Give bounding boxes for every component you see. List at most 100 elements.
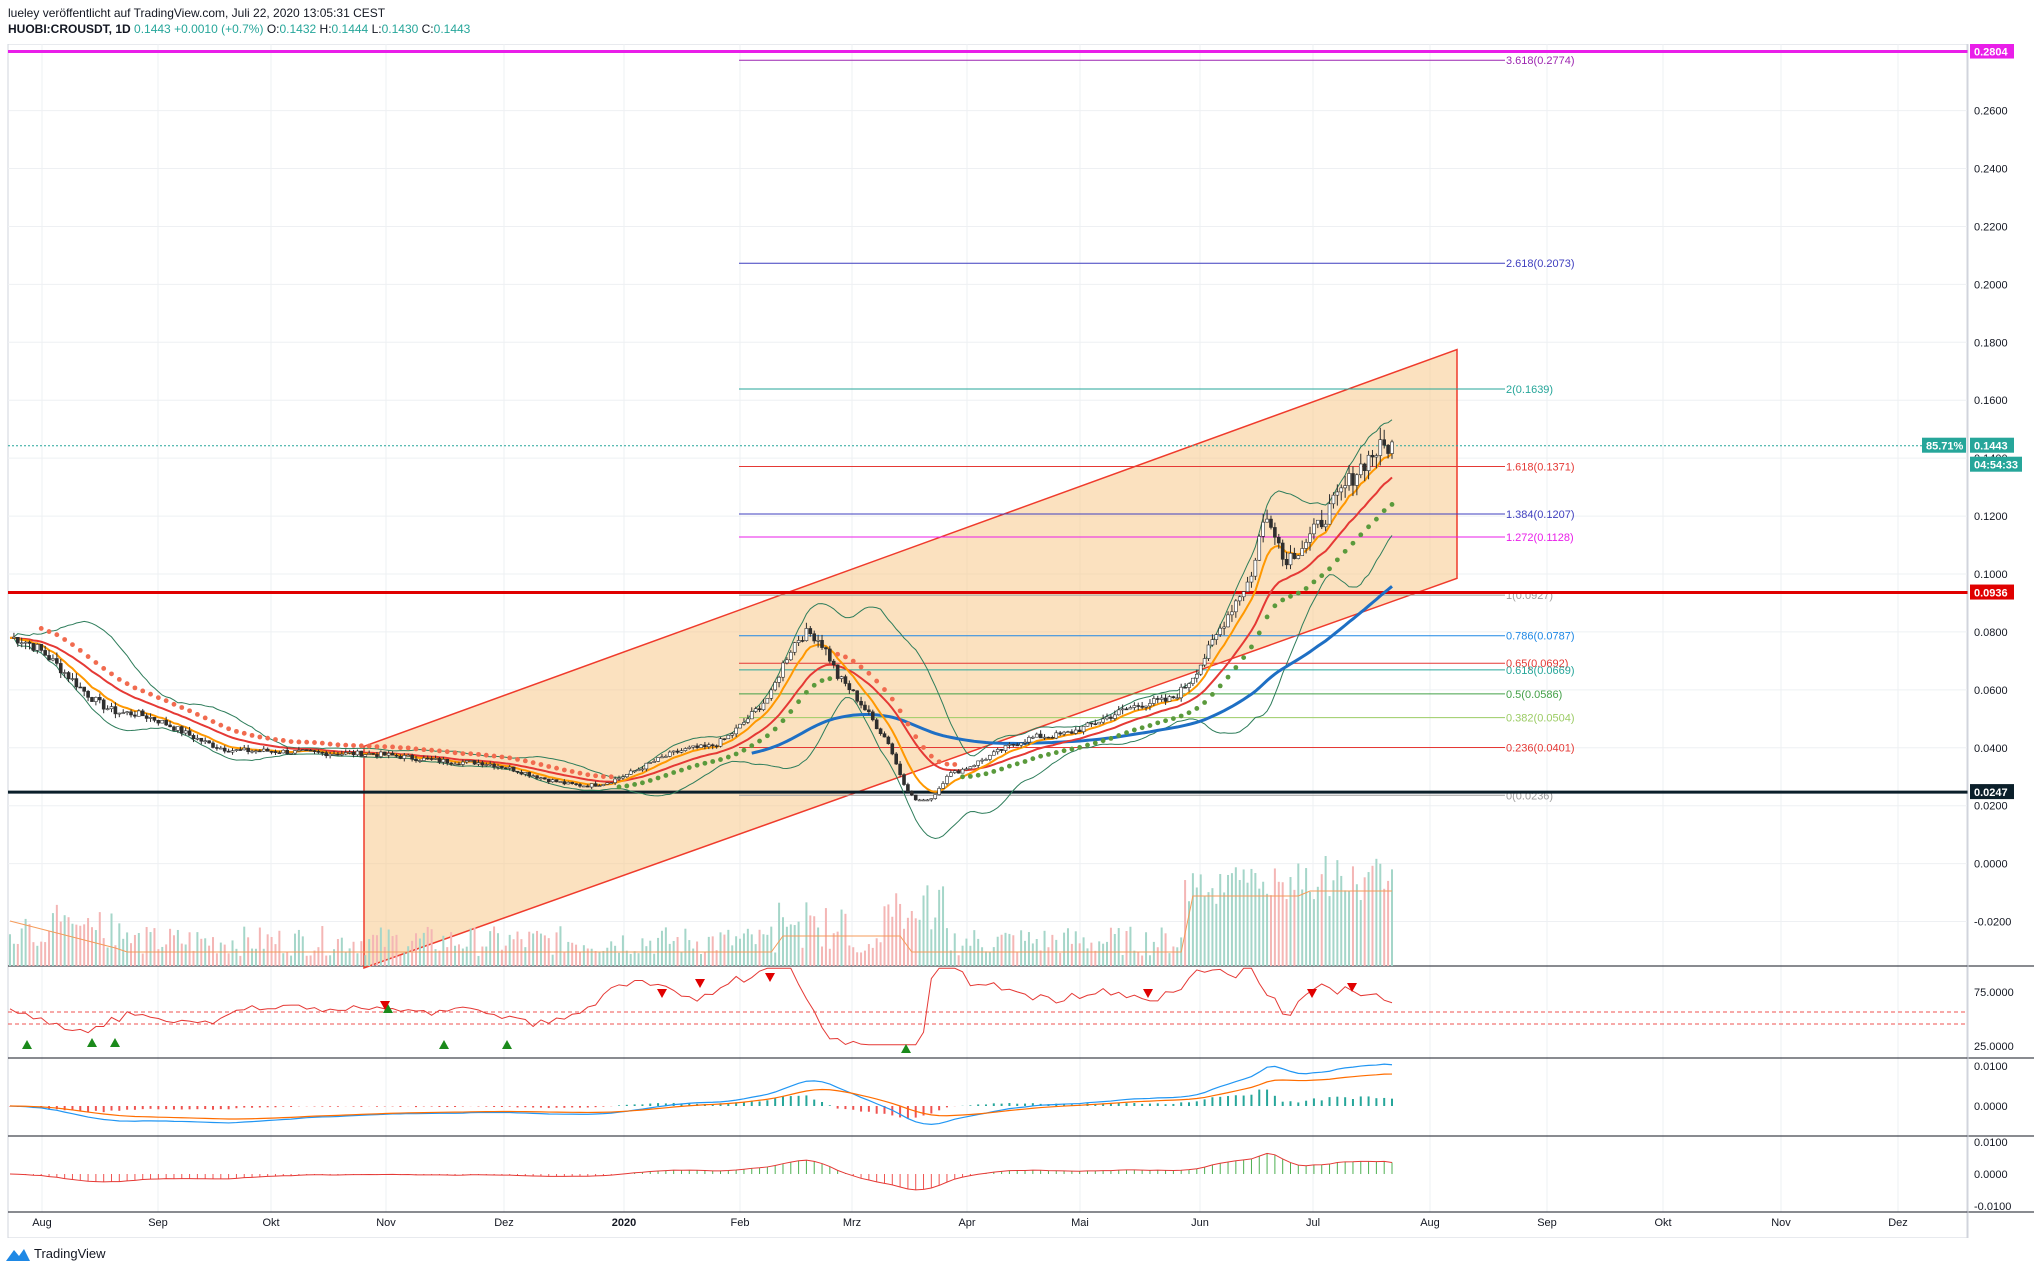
candle-body [867, 709, 871, 713]
candle-body [1230, 611, 1234, 616]
volume-bar [1109, 927, 1112, 966]
volume-bar [731, 945, 734, 966]
volume-bar [571, 942, 574, 966]
volume-bar [1227, 874, 1230, 966]
macd-histogram-bar [446, 1106, 449, 1108]
candle-body [199, 737, 204, 742]
candle-body [105, 708, 110, 711]
candle-body [394, 754, 399, 757]
current-price-badge: 0.1443 [1974, 441, 2008, 453]
volume-bar [1086, 948, 1089, 966]
percent-badge: 85.71% [1926, 441, 1964, 453]
macd-histogram-bar [578, 1106, 581, 1108]
volume-bar [1230, 873, 1233, 966]
macd-histogram-bar [1203, 1099, 1206, 1106]
volume-bar [1176, 947, 1179, 966]
candle-body [1163, 697, 1168, 702]
candle-body [956, 770, 961, 774]
volume-bar [934, 917, 937, 966]
candle-body [613, 778, 617, 784]
supertrend-dot [226, 726, 232, 732]
macd-histogram-bar [594, 1106, 597, 1108]
fib-level-label: 0.236(0.0401) [1506, 742, 1575, 754]
volume-bar [594, 951, 597, 966]
volume-bar [575, 944, 578, 966]
volume-bar [87, 918, 90, 966]
volume-bar [36, 945, 39, 966]
candle-body [261, 748, 266, 752]
volume-bar [1281, 882, 1284, 966]
supertrend-dot [1124, 730, 1129, 736]
volume-bar [1172, 946, 1175, 966]
candle-body [12, 636, 16, 639]
supertrend-dot [1077, 745, 1083, 750]
rsi-sell-marker [695, 979, 705, 988]
candle-body [991, 751, 996, 756]
volume-bar [1387, 880, 1390, 966]
rsi-sell-marker [1307, 989, 1317, 998]
candle-body [1171, 696, 1176, 699]
supertrend-dot [444, 749, 450, 755]
supertrend-dot [1186, 710, 1192, 716]
supertrend-dot [1272, 603, 1278, 609]
candle-body [831, 660, 836, 666]
macd-histogram-bar [1109, 1103, 1112, 1106]
price-chart[interactable]: 3.618(0.2774) 2.618(0.2073) 2(0.1639) 1.618… [0, 44, 2034, 1238]
supertrend-dot [116, 677, 122, 682]
supertrend-dot [1194, 706, 1200, 711]
supertrend-dot [390, 744, 395, 750]
candle-body [363, 754, 368, 757]
candle-body [988, 754, 992, 760]
candle-body [917, 799, 922, 802]
candle-body [1089, 722, 1094, 725]
macd-histogram-bar [516, 1106, 519, 1108]
candle-body [1308, 533, 1312, 543]
volume-bar [1160, 927, 1163, 966]
volume-bar [942, 886, 945, 966]
volume-bar [426, 926, 429, 966]
candle-body [1343, 485, 1347, 489]
volume-bar [996, 936, 999, 966]
symbol-name[interactable]: HUOBI:CROUSDT, 1D [8, 22, 131, 36]
volume-bar [508, 934, 511, 966]
price-change: +0.0010 (+0.7%) [174, 22, 264, 36]
candle-body [441, 759, 446, 763]
volume-bar [1254, 873, 1257, 966]
candle-body [574, 783, 578, 785]
tradingview-brand[interactable]: TradingView [6, 1246, 106, 1261]
supertrend-dot [241, 730, 247, 736]
candle-body [1167, 696, 1172, 702]
candle-body [593, 783, 598, 787]
volume-bar [1328, 896, 1331, 966]
volume-bar [668, 943, 671, 966]
candle-body [902, 774, 906, 785]
supertrend-dot [507, 755, 513, 761]
volume-bar [754, 944, 757, 966]
candle-body [187, 730, 192, 736]
macd-histogram-bar [1125, 1103, 1128, 1106]
low-value: 0.1430 [381, 22, 419, 36]
low-label: L: [371, 22, 382, 36]
volume-bar [860, 952, 863, 966]
macd-histogram-bar [1141, 1103, 1144, 1106]
volume-bar [270, 936, 273, 966]
volume-bar [1055, 939, 1058, 966]
volume-bar [457, 944, 460, 966]
volume-bar [208, 945, 211, 966]
candle-body [90, 697, 94, 702]
volume-bar [333, 949, 336, 966]
supertrend-dot [632, 781, 638, 787]
time-axis[interactable]: Aug Sep Okt Nov Dez 2020 Feb Mrz Apr Mai Jun Jul Aug… [32, 1217, 1908, 1229]
volume-bar [863, 950, 866, 966]
price-axis[interactable]: 0.2600 0.2400 0.2200 0.2000 0.1800 0.1600 0.14… [1922, 44, 2022, 1238]
candle-body [913, 794, 918, 801]
volume-bar [399, 955, 402, 966]
candle-body [222, 747, 227, 752]
volume-bar [610, 941, 613, 966]
volume-bar [1246, 882, 1249, 966]
volume-bar [1238, 880, 1241, 966]
volume-bar [903, 928, 906, 966]
fib-level-label: 0.65(0.0692) [1506, 658, 1568, 670]
macd-histogram-bar [1273, 1095, 1276, 1106]
volume-bar [1063, 932, 1066, 966]
